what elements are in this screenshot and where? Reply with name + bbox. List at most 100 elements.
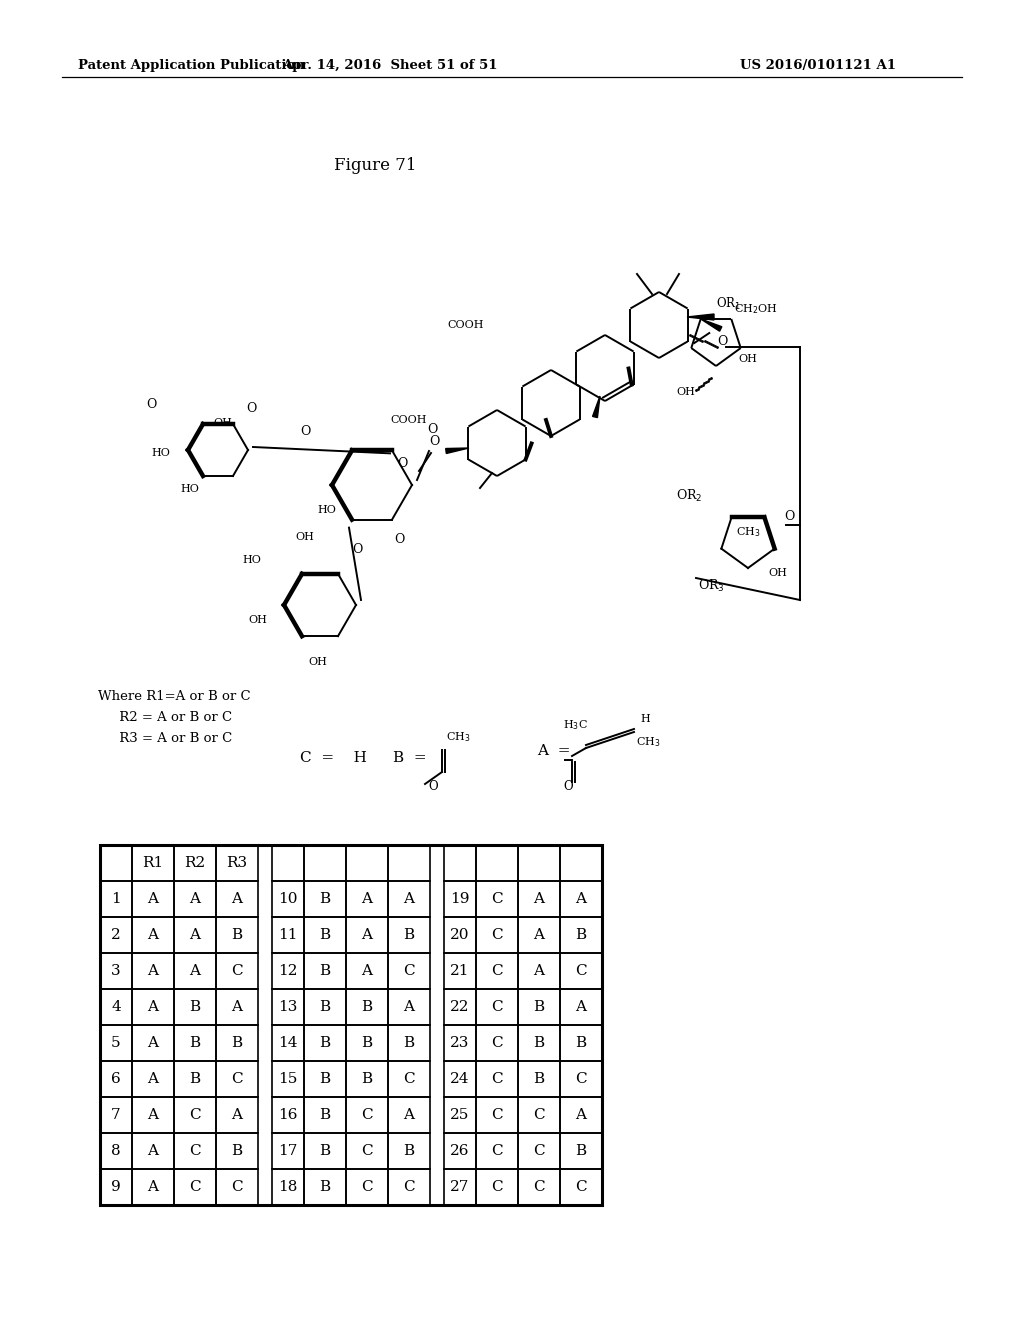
Bar	[174, 880, 216, 917]
Bar	[132, 1061, 174, 1097]
Bar	[304, 989, 346, 1026]
Text: C: C	[534, 1144, 545, 1158]
Bar	[304, 1097, 346, 1133]
Text: Figure 71: Figure 71	[334, 157, 416, 173]
Bar	[444, 953, 476, 989]
Bar	[444, 880, 476, 917]
Text: B: B	[403, 1036, 415, 1049]
Text: R3: R3	[226, 855, 248, 870]
Bar	[272, 1170, 304, 1205]
Text: C: C	[492, 1107, 503, 1122]
Bar	[444, 1026, 476, 1061]
Bar	[346, 1170, 388, 1205]
Bar	[346, 1097, 388, 1133]
Text: B: B	[231, 1144, 243, 1158]
Bar	[132, 953, 174, 989]
Bar	[444, 1170, 476, 1205]
Text: COOH: COOH	[447, 319, 483, 330]
Bar	[476, 880, 518, 917]
Bar	[518, 1097, 560, 1133]
Text: 10: 10	[279, 892, 298, 906]
Bar	[560, 1061, 602, 1097]
Text: C: C	[189, 1144, 201, 1158]
Bar	[560, 1133, 602, 1170]
Text: 14: 14	[279, 1036, 298, 1049]
Bar	[174, 1097, 216, 1133]
Text: O: O	[246, 403, 256, 414]
Text: H: H	[640, 714, 650, 723]
Text: OH: OH	[213, 418, 231, 428]
Bar	[518, 1026, 560, 1061]
Text: C: C	[231, 1072, 243, 1086]
Bar	[132, 1097, 174, 1133]
Text: B: B	[361, 1072, 373, 1086]
Text: A: A	[147, 892, 159, 906]
Text: 13: 13	[279, 1001, 298, 1014]
Text: A: A	[147, 1144, 159, 1158]
Text: C: C	[534, 1180, 545, 1195]
Text: 4: 4	[112, 1001, 121, 1014]
Bar	[272, 1061, 304, 1097]
Text: C: C	[361, 1180, 373, 1195]
Text: B: B	[231, 1036, 243, 1049]
Polygon shape	[687, 314, 714, 319]
Bar	[216, 989, 258, 1026]
Bar	[132, 1026, 174, 1061]
Bar	[272, 989, 304, 1026]
Text: A: A	[231, 1107, 243, 1122]
Bar	[272, 1026, 304, 1061]
Bar	[476, 1097, 518, 1133]
Bar	[388, 953, 430, 989]
Bar	[518, 989, 560, 1026]
Bar	[476, 953, 518, 989]
Text: B: B	[403, 1144, 415, 1158]
Text: 27: 27	[451, 1180, 470, 1195]
Text: C: C	[492, 892, 503, 906]
Bar	[346, 917, 388, 953]
Bar	[304, 880, 346, 917]
Text: OH: OH	[295, 532, 314, 543]
Bar	[216, 1097, 258, 1133]
Text: B: B	[534, 1001, 545, 1014]
Text: O: O	[397, 457, 408, 470]
Text: C: C	[575, 1180, 587, 1195]
Text: A: A	[403, 1107, 415, 1122]
Text: HO: HO	[242, 554, 261, 565]
Text: 12: 12	[279, 964, 298, 978]
Bar	[444, 845, 476, 880]
Bar	[388, 1133, 430, 1170]
Text: A: A	[147, 1001, 159, 1014]
Bar	[216, 880, 258, 917]
Bar	[272, 953, 304, 989]
Text: 22: 22	[451, 1001, 470, 1014]
Bar	[518, 880, 560, 917]
Text: OH: OH	[768, 568, 786, 578]
Bar	[272, 880, 304, 917]
Text: CH$_3$: CH$_3$	[446, 730, 471, 743]
Text: 16: 16	[279, 1107, 298, 1122]
Bar	[346, 1133, 388, 1170]
Text: C: C	[403, 964, 415, 978]
Bar	[174, 1170, 216, 1205]
Text: C: C	[492, 1072, 503, 1086]
Text: OH: OH	[308, 657, 327, 667]
Text: R3 = A or B or C: R3 = A or B or C	[98, 733, 232, 744]
Bar	[100, 1026, 132, 1061]
Text: B: B	[319, 964, 331, 978]
Bar	[174, 1133, 216, 1170]
Text: 5: 5	[112, 1036, 121, 1049]
Text: CH$_3$: CH$_3$	[736, 525, 761, 539]
Text: O: O	[427, 422, 437, 436]
Text: A: A	[147, 1072, 159, 1086]
Text: US 2016/0101121 A1: US 2016/0101121 A1	[740, 59, 896, 73]
Text: OR$_1$: OR$_1$	[716, 296, 741, 312]
Bar	[518, 917, 560, 953]
Bar	[100, 1061, 132, 1097]
Bar	[518, 1133, 560, 1170]
Text: 23: 23	[451, 1036, 470, 1049]
Bar	[132, 1170, 174, 1205]
Text: 15: 15	[279, 1072, 298, 1086]
Text: O: O	[717, 335, 727, 348]
Bar	[444, 989, 476, 1026]
Bar	[560, 1026, 602, 1061]
